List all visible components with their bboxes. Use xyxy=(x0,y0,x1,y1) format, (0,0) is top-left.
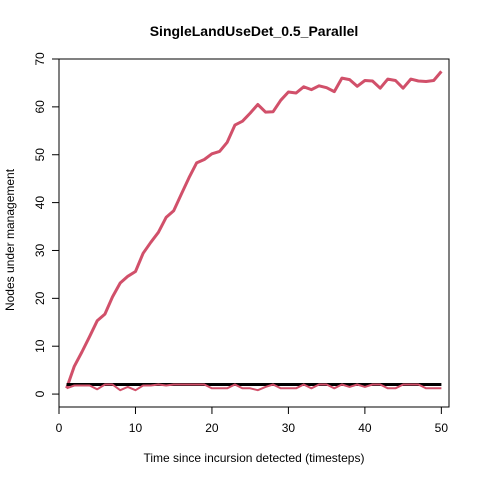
chart-title: SingleLandUseDet_0.5_Parallel xyxy=(150,23,359,39)
series-group xyxy=(65,70,443,392)
series-line-1 xyxy=(65,70,443,389)
x-tick-label: 0 xyxy=(56,421,63,435)
plot-frame xyxy=(58,58,450,408)
x-axis: 0 10 20 30 40 50 xyxy=(56,406,449,435)
series-line-3 xyxy=(66,383,442,392)
x-tick-label: 40 xyxy=(358,421,372,435)
x-axis-label: Time since incursion detected (timesteps… xyxy=(144,451,365,465)
x-tick-label: 10 xyxy=(129,421,143,435)
y-axis-label: Nodes under management xyxy=(3,168,17,311)
x-tick-label: 20 xyxy=(205,421,219,435)
y-tick-label: 0 xyxy=(33,390,47,397)
y-tick-label: 70 xyxy=(33,52,47,66)
y-tick-label: 50 xyxy=(33,148,47,162)
x-tick-label: 50 xyxy=(435,421,449,435)
x-tick-label: 30 xyxy=(282,421,296,435)
y-tick-label: 10 xyxy=(33,339,47,353)
y-tick-label: 40 xyxy=(33,196,47,210)
y-tick-label: 30 xyxy=(33,243,47,257)
y-tick-label: 20 xyxy=(33,291,47,305)
y-tick-label: 60 xyxy=(33,100,47,114)
y-axis: 0 10 20 30 40 50 60 70 xyxy=(33,52,60,397)
